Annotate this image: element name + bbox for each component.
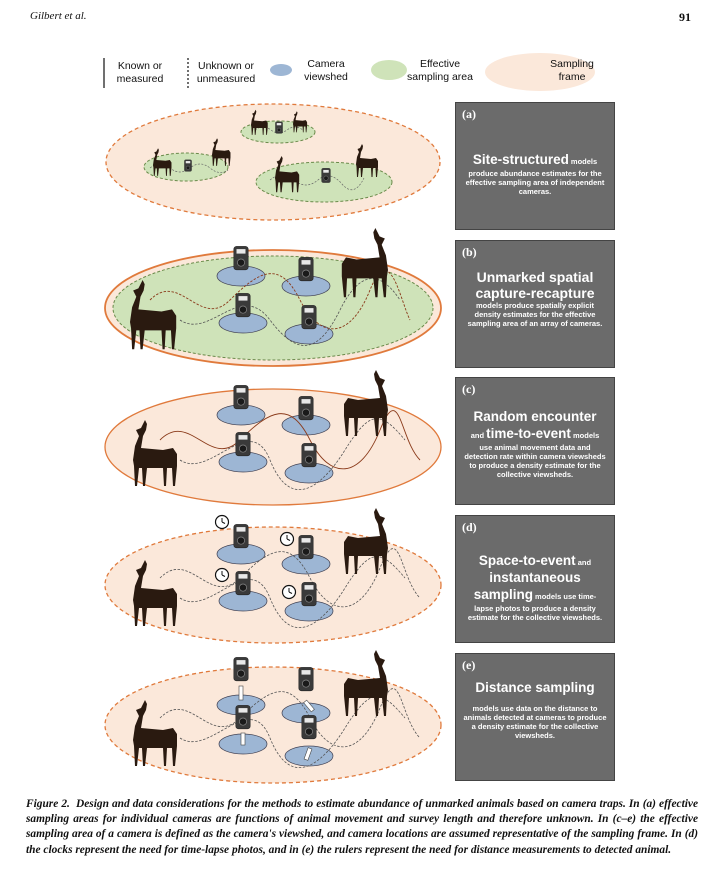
panel-a-title-suffix: models — [568, 157, 598, 166]
panel-a: (a) Site-structured models produce abund… — [455, 102, 615, 230]
panel-b-text: models produce spatially explicit densit… — [467, 301, 603, 328]
legend-viewshed-l1: Camera — [307, 58, 345, 70]
illustration-d — [104, 508, 442, 644]
running-header-author: Gilbert et al. — [30, 10, 87, 22]
panel-d-title2: instantaneous — [489, 570, 581, 585]
panel-c-prefix: and — [470, 431, 487, 440]
figure-caption: Figure 2. Design and data considerations… — [26, 797, 698, 858]
illustration-c — [104, 370, 442, 506]
panel-d-text: lapse photos to produce a density estima… — [467, 604, 603, 622]
panel-d: (d) Space-to-event and instantaneous sam… — [455, 515, 615, 643]
legend-frame-l2: frame — [559, 71, 586, 83]
panel-a-text: produce abundance estimates for the effe… — [465, 169, 605, 196]
legend-unknown-l2: unmeasured — [197, 73, 256, 85]
panel-c-title: Random encounter — [473, 409, 597, 424]
panel-a-title: Site-structured — [472, 152, 569, 167]
panel-d-inline: models use time- — [532, 592, 597, 601]
figure-2: Known or measured Unknown or unmeasured … — [103, 53, 595, 784]
panel-d-tag: (d) — [462, 520, 477, 534]
caption-lead: Figure 2. — [26, 798, 70, 810]
legend: Known or measured Unknown or unmeasured … — [103, 53, 595, 91]
panel-c-suffix: models — [570, 431, 600, 440]
panel-c-title2: time-to-event — [486, 426, 571, 441]
legend-effective-l1: Effective — [420, 58, 460, 70]
legend-effective-swatch — [371, 60, 407, 80]
illustration-b — [104, 228, 442, 367]
legend-viewshed-swatch — [270, 64, 292, 76]
panel-e-title: Distance sampling — [475, 680, 595, 695]
panel-d-suffix: and — [575, 558, 592, 567]
illustration-a — [105, 103, 441, 221]
legend-viewshed-l2: viewshed — [304, 71, 348, 83]
legend-frame-swatch — [485, 53, 595, 91]
panel-d-title3: sampling — [473, 587, 533, 602]
panel-e: (e) Distance sampling models use data on… — [455, 653, 615, 781]
panel-e-text: models use data on the distance to anima… — [463, 704, 607, 740]
panel-c: (c) Random encounter and time-to-event m… — [455, 377, 615, 505]
caption-text: Design and data considerations for the m… — [26, 798, 699, 856]
legend-effective-l2: sampling area — [407, 71, 473, 83]
legend-known-l2: measured — [117, 73, 164, 85]
panel-a-tag: (a) — [462, 107, 476, 121]
panel-c-tag: (c) — [462, 382, 476, 396]
panel-d-title: Space-to-event — [478, 553, 576, 568]
panel-e-tag: (e) — [462, 658, 476, 672]
panel-c-text: use animal movement data and detection r… — [464, 443, 606, 479]
page-number: 91 — [679, 10, 691, 24]
illustration-e — [104, 650, 442, 784]
panel-b-title: Unmarked spatial capture-recapture — [475, 269, 595, 301]
panel-b-tag: (b) — [462, 245, 477, 259]
panel-b: (b) Unmarked spatial capture-recapture m… — [455, 240, 615, 368]
legend-known-l1: Known or — [118, 60, 163, 72]
legend-frame-l1: Sampling — [550, 58, 594, 70]
legend-unknown-l1: Unknown or — [198, 60, 255, 72]
